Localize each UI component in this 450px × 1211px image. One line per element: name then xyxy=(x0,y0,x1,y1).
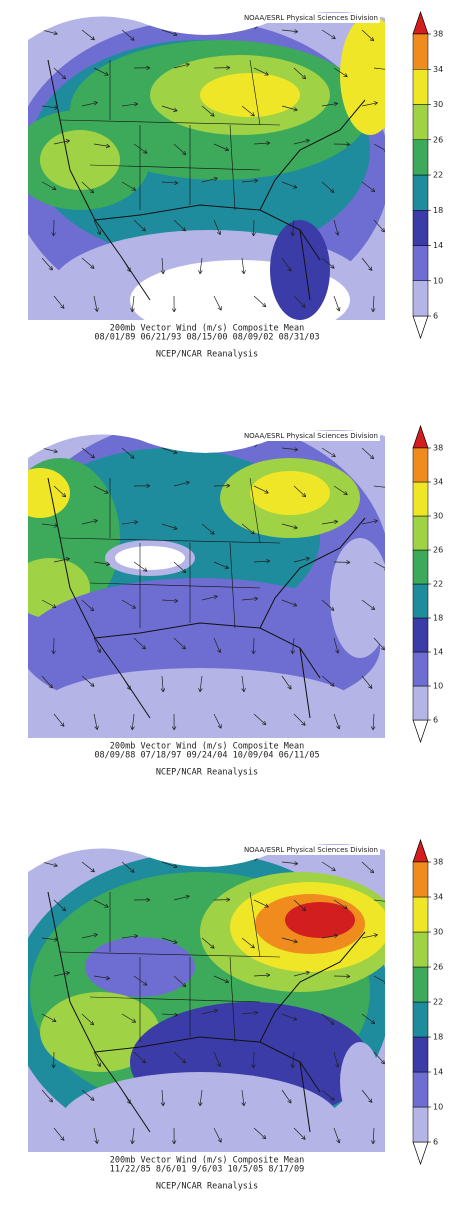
colorbar-band xyxy=(413,34,428,69)
colorbar-end xyxy=(413,720,428,742)
wind-vector xyxy=(202,28,218,30)
colorbar-label: 22 xyxy=(433,580,443,589)
colorbar-band xyxy=(413,550,428,584)
wind-vector xyxy=(202,446,218,448)
wind-contour xyxy=(330,538,390,658)
wind-contour xyxy=(40,668,360,748)
colorbar-label: 26 xyxy=(433,963,443,972)
colorbar-band xyxy=(413,618,428,652)
colorbar-band xyxy=(413,448,428,482)
colorbar-label: 18 xyxy=(433,1033,443,1042)
wind-contour xyxy=(40,130,120,190)
caption: NCEP/NCAR Reanalysis xyxy=(156,768,258,778)
colorbar-band xyxy=(413,1107,428,1142)
colorbar-label: 18 xyxy=(433,206,443,215)
colorbar-label: 14 xyxy=(433,1068,443,1077)
wind-contour xyxy=(200,73,300,117)
colorbar-end xyxy=(413,840,428,862)
map xyxy=(10,832,400,1172)
colorbar-label: 6 xyxy=(433,312,438,321)
colorbar-band xyxy=(413,967,428,1002)
colorbar-band xyxy=(413,652,428,686)
colorbar-band xyxy=(413,862,428,897)
map-header: NOAA/ESRL Physical Sciences Division xyxy=(244,14,378,22)
colorbar-label: 22 xyxy=(433,998,443,1007)
colorbar-label: 38 xyxy=(433,30,443,39)
colorbar-label: 18 xyxy=(433,614,443,623)
map xyxy=(0,418,390,748)
colorbar-band xyxy=(413,482,428,516)
colorbar-end xyxy=(413,1142,428,1164)
colorbar-band xyxy=(413,105,428,140)
colorbar-band xyxy=(413,932,428,967)
wind-arrowhead xyxy=(386,900,390,904)
colorbar-label: 6 xyxy=(433,716,438,725)
colorbar-label: 22 xyxy=(433,171,443,180)
colorbar-band xyxy=(413,1072,428,1107)
wind-vector xyxy=(202,860,218,862)
colorbar-label: 34 xyxy=(433,478,443,487)
colorbar-band xyxy=(413,210,428,245)
wind-arrowhead xyxy=(386,486,390,490)
colorbar-band xyxy=(413,897,428,932)
colorbar-label: 6 xyxy=(433,1138,438,1147)
wind-contour xyxy=(270,220,330,320)
wind-contour xyxy=(10,468,70,518)
caption: 11/22/85 8/6/01 9/6/03 10/5/05 8/17/09 xyxy=(110,1165,304,1175)
caption: 08/09/88 07/18/97 09/24/04 10/09/04 06/1… xyxy=(94,751,319,761)
colorbar-label: 30 xyxy=(433,512,443,521)
colorbar-label: 38 xyxy=(433,444,443,453)
caption: NCEP/NCAR Reanalysis xyxy=(156,350,258,360)
map-header: NOAA/ESRL Physical Sciences Division xyxy=(244,846,378,854)
colorbar-label: 34 xyxy=(433,893,443,902)
colorbar-label: 38 xyxy=(433,858,443,867)
wind-contour xyxy=(115,546,185,570)
wind-arrowhead xyxy=(386,68,390,72)
colorbar-label: 10 xyxy=(433,1103,443,1112)
wind-arrowhead xyxy=(214,444,218,448)
colorbar-label: 10 xyxy=(433,276,443,285)
map-panel: NOAA/ESRL Physical Sciences Division xyxy=(10,832,400,1172)
wind-arrowhead xyxy=(214,858,218,862)
colorbar-label: 26 xyxy=(433,546,443,555)
colorbar-band xyxy=(413,281,428,316)
map-panel: NOAA/ESRL Physical Sciences Division xyxy=(0,418,390,748)
map-header: NOAA/ESRL Physical Sciences Division xyxy=(244,432,378,440)
wind-contour xyxy=(340,15,400,135)
colorbar-band xyxy=(413,516,428,550)
map xyxy=(10,0,400,350)
colorbar-band xyxy=(413,1002,428,1037)
colorbar-label: 34 xyxy=(433,65,443,74)
colorbar-band xyxy=(413,140,428,175)
colorbar-band xyxy=(413,1037,428,1072)
colorbar-label: 30 xyxy=(433,928,443,937)
colorbar-band xyxy=(413,246,428,281)
colorbar-label: 14 xyxy=(433,241,443,250)
colorbar-label: 10 xyxy=(433,682,443,691)
colorbar-label: 26 xyxy=(433,135,443,144)
colorbar-end xyxy=(413,426,428,448)
wind-contour xyxy=(340,1042,380,1122)
map-panel: NOAA/ESRL Physical Sciences Division xyxy=(10,0,400,350)
wind-arrowhead xyxy=(214,26,218,30)
wind-contour xyxy=(285,902,355,938)
colorbar-band xyxy=(413,686,428,720)
colorbar-band xyxy=(413,175,428,210)
caption: NCEP/NCAR Reanalysis xyxy=(156,1182,258,1192)
colorbar-end xyxy=(413,316,428,338)
colorbar-band xyxy=(413,584,428,618)
colorbar-label: 14 xyxy=(433,648,443,657)
colorbar-band xyxy=(413,69,428,104)
colorbar-end xyxy=(413,12,428,34)
caption: 08/01/89 06/21/93 08/15/00 08/09/02 08/3… xyxy=(94,333,319,343)
colorbar-label: 30 xyxy=(433,100,443,109)
wind-contour xyxy=(250,471,330,515)
